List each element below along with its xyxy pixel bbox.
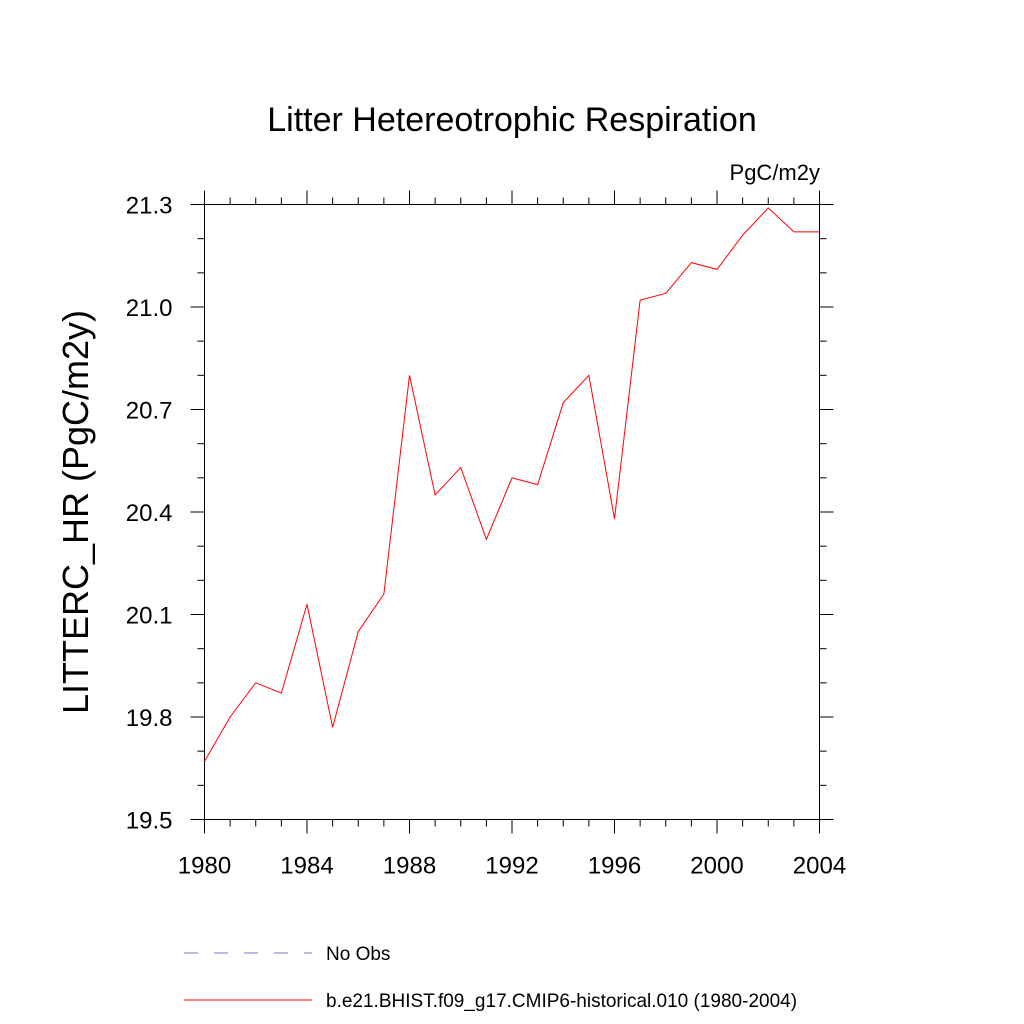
x-tick-label: 1984 [280, 853, 333, 880]
y-tick-label: 21.0 [126, 295, 173, 322]
y-tick-label: 19.5 [126, 808, 173, 835]
y-axis-label: LITTERC_HR (PgC/m2y) [55, 310, 96, 714]
x-tick-label: 1980 [178, 853, 231, 880]
plot-frame [204, 204, 820, 820]
x-tick-label: 2000 [690, 853, 743, 880]
chart-title: Litter Hetereotrophic Respiration [267, 101, 756, 139]
x-tick-label: 1988 [383, 853, 436, 880]
y-tick-label: 19.8 [126, 705, 173, 732]
legend-entry-1: b.e21.BHIST.f09_g17.CMIP6-historical.010… [326, 991, 797, 1012]
legend-entry-0: No Obs [326, 944, 390, 965]
series-lines [204, 207, 820, 762]
legend: No Obs b.e21.BHIST.f09_g17.CMIP6-historic… [184, 944, 797, 1012]
axis-ticks [190, 190, 834, 834]
x-tick-label: 2004 [793, 853, 846, 880]
x-tick-label: 1996 [588, 853, 641, 880]
y-tick-label: 20.4 [126, 500, 173, 527]
x-tick-label: 1992 [485, 853, 538, 880]
units-label: PgC/m2y [730, 160, 820, 185]
y-axis-tick-labels: 19.5 19.8 20.1 20.4 20.7 21.0 21.3 [126, 193, 173, 835]
series-line-1 [204, 207, 820, 762]
y-tick-label: 21.3 [126, 193, 173, 220]
y-tick-label: 20.1 [126, 603, 173, 630]
y-tick-label: 20.7 [126, 398, 173, 425]
x-axis-tick-labels: 1980 1984 1988 1992 1996 2000 2004 [178, 853, 846, 880]
